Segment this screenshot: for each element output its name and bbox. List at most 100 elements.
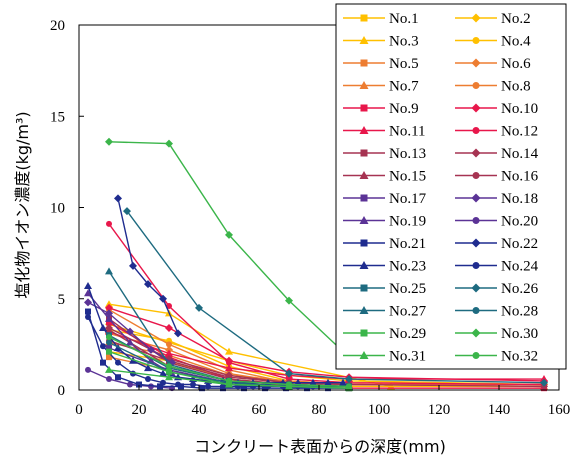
legend-entry: No.2 (455, 11, 531, 27)
legend-marker (359, 351, 369, 359)
data-point (225, 347, 233, 355)
plot-area (84, 137, 548, 392)
legend-label: No.15 (389, 169, 426, 185)
legend-marker (360, 284, 368, 292)
legend-entry: No.17 (343, 191, 427, 207)
y-tick-label: 5 (58, 292, 66, 308)
data-point (294, 378, 302, 386)
data-point (147, 345, 155, 354)
data-point (262, 385, 268, 392)
legend-entry: No.9 (343, 101, 419, 117)
data-point (106, 334, 112, 341)
data-point (99, 323, 107, 331)
data-point (159, 369, 167, 377)
legend-label: No.14 (501, 146, 539, 162)
series-line (87, 311, 349, 389)
legend-marker (359, 36, 369, 44)
legend-entry: No.26 (455, 281, 539, 297)
legend-label: No.13 (389, 146, 426, 162)
data-point (85, 308, 91, 315)
legend-label: No.11 (389, 124, 426, 140)
legend-entry: No.24 (455, 259, 539, 275)
data-point (285, 369, 293, 378)
legend: No.1 No.2 No.3 No.4 No.5 No.6 No.7 No.8 No.9 No.1… (335, 3, 567, 370)
data-point (346, 383, 352, 390)
x-tick-label: 160 (548, 402, 571, 418)
legend-marker (360, 194, 368, 202)
legend-marker (471, 283, 481, 293)
data-point (225, 380, 233, 388)
data-point (225, 230, 233, 239)
data-point (114, 194, 122, 203)
y-axis-label: 塩化物イオン濃度(kg/m³) (13, 111, 32, 298)
data-point (166, 341, 172, 348)
legend-marker (359, 81, 369, 89)
x-tick-label: 100 (368, 402, 391, 418)
legend-label: No.8 (501, 79, 531, 95)
legend-entry: No.15 (343, 169, 426, 185)
data-point (100, 343, 106, 350)
legend-entry: No.11 (343, 124, 426, 140)
data-point (84, 281, 92, 289)
legend-marker (472, 37, 480, 44)
legend-entry: No.10 (455, 101, 538, 117)
legend-marker (471, 238, 481, 248)
data-point (105, 365, 113, 373)
legend-marker (471, 103, 481, 113)
legend-marker (472, 217, 480, 224)
data-point (106, 319, 112, 326)
data-point (105, 267, 113, 275)
data-point (324, 378, 332, 386)
data-point (100, 359, 106, 366)
x-tick-label: 40 (192, 402, 207, 418)
data-point (123, 207, 131, 216)
legend-label: No.28 (501, 304, 538, 320)
legend-marker (472, 127, 480, 134)
legend-entry: No.27 (343, 304, 427, 320)
data-point (195, 303, 203, 312)
data-point (136, 381, 142, 388)
legend-entry: No.12 (455, 124, 538, 140)
legend-entry: No.16 (455, 169, 539, 185)
legend-marker (359, 171, 369, 179)
data-point (145, 376, 151, 383)
legend-label: No.12 (501, 124, 538, 140)
legend-label: No.22 (501, 236, 538, 252)
legend-label: No.23 (389, 259, 426, 275)
legend-marker (471, 328, 481, 338)
data-point (165, 139, 173, 148)
legend-label: No.7 (389, 79, 419, 95)
legend-marker (472, 172, 480, 179)
data-point (105, 300, 113, 308)
series-line (108, 303, 392, 388)
legend-entry: No.21 (343, 236, 426, 252)
data-point (225, 364, 233, 372)
legend-marker (471, 193, 481, 203)
legend-entry: No.19 (343, 214, 426, 230)
data-point (105, 137, 113, 146)
legend-marker (360, 329, 368, 337)
data-point (160, 379, 166, 386)
data-point (106, 376, 112, 383)
legend-entry: No.28 (455, 304, 538, 320)
legend-entry: No.1 (343, 11, 419, 27)
data-point (205, 383, 211, 390)
data-point (106, 345, 112, 352)
legend-label: No.31 (389, 349, 426, 365)
data-point (226, 359, 232, 366)
data-point (286, 381, 292, 388)
series-30 (105, 137, 353, 362)
legend-marker (359, 216, 369, 224)
series-line (108, 223, 545, 386)
data-point (540, 378, 548, 387)
legend-marker (471, 58, 481, 68)
series-26 (123, 207, 548, 387)
legend-label: No.16 (501, 169, 539, 185)
data-point (105, 303, 113, 312)
data-point (226, 377, 232, 384)
legend-entry: No.29 (343, 326, 426, 342)
legend-entry: No.31 (343, 349, 426, 365)
data-point (309, 378, 317, 386)
x-tick-label: 80 (312, 402, 327, 418)
